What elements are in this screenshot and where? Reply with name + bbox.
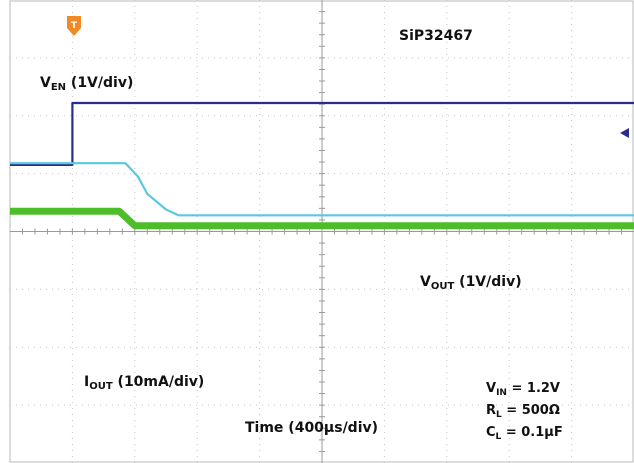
condition-1: VIN = 1.2V bbox=[486, 381, 560, 398]
condition-3: CL = 0.1µF bbox=[486, 425, 563, 442]
trace-3 bbox=[10, 207, 634, 230]
trace-2 bbox=[10, 162, 634, 217]
x-axis-label: Time (400µs/div) bbox=[245, 420, 378, 436]
trigger-position-marker: T bbox=[67, 16, 81, 36]
trace-1 bbox=[10, 101, 634, 166]
trace-label-1: VEN (1V/div) bbox=[40, 75, 133, 93]
svg-text:T: T bbox=[71, 21, 78, 31]
trace-labels: VEN (1V/div) VOUT (1V/div) IOUT (10mA/div) bbox=[40, 75, 522, 392]
trace-label-2: VOUT (1V/div) bbox=[420, 274, 522, 292]
waveform-traces bbox=[10, 101, 634, 230]
chart-title: SiP32467 bbox=[399, 28, 473, 44]
test-conditions: VIN = 1.2V RL = 500Ω CL = 0.1µF bbox=[486, 381, 563, 442]
graticule bbox=[9, 0, 634, 463]
trigger-level-arrow bbox=[620, 128, 629, 138]
condition-2: RL = 500Ω bbox=[486, 403, 560, 420]
trace-label-3: IOUT (10mA/div) bbox=[84, 374, 204, 392]
